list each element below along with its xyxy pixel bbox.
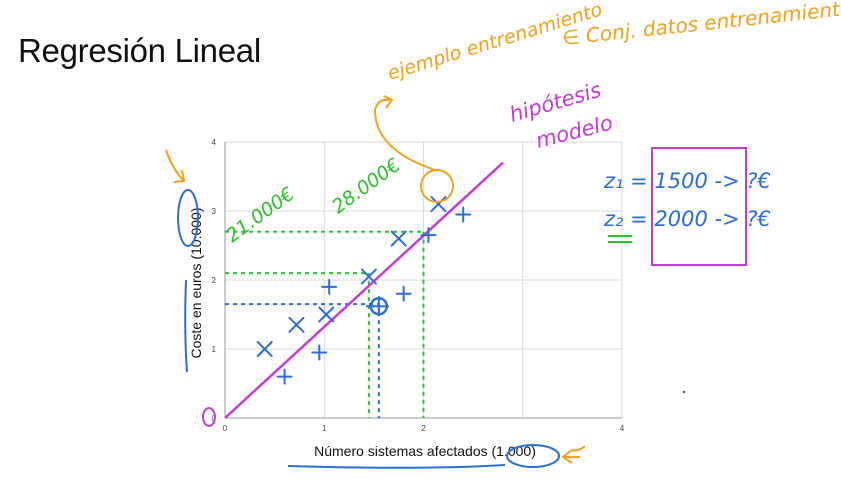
data-point	[288, 316, 305, 333]
regression-line	[224, 161, 504, 419]
y-tick-label: 3	[212, 207, 217, 216]
y-tick-label: 2	[212, 276, 217, 285]
stray-dot	[682, 390, 686, 394]
highlighted-point-circle	[420, 169, 454, 203]
x-axis-label: Número sistemas afectados (1.000)	[314, 443, 536, 459]
x-tick-label: 4	[620, 424, 625, 433]
origin-circle-mark	[202, 407, 216, 427]
data-point	[321, 278, 338, 295]
regression-line-layer	[224, 161, 504, 419]
x-tick-label: 0	[223, 424, 228, 433]
annotation-arrow	[373, 95, 436, 171]
data-point	[420, 227, 437, 244]
y-label-arrow	[165, 149, 186, 183]
data-point	[360, 268, 377, 285]
y-label-underline	[184, 279, 188, 373]
data-point	[276, 368, 293, 385]
y-axis-label: Coste en euros (10.000)	[188, 208, 204, 359]
data-point	[430, 196, 447, 213]
slide-title: Regresión Lineal	[18, 32, 261, 69]
y-tick-label: 1	[212, 345, 217, 354]
z-values-box	[651, 147, 747, 266]
data-point	[256, 341, 273, 357]
y-tick-label: 4	[212, 138, 217, 147]
annotation-z2: z₂ = 2000 -> ?€	[603, 207, 771, 231]
data-points	[256, 196, 472, 385]
data-point	[318, 306, 335, 323]
x-label-arrow	[561, 445, 586, 464]
predicted-point-cross	[365, 296, 389, 317]
x-tick-label: 2	[421, 424, 426, 433]
annotation-price-21000: 21.000€	[222, 183, 299, 247]
z2-underline	[608, 235, 632, 243]
x-label-circle-mark	[506, 444, 560, 468]
x-label-underline	[287, 464, 506, 469]
y-label-circle-mark	[177, 189, 199, 247]
data-point	[390, 230, 407, 247]
annotation-conjunto-datos: ∈ Conj. datos entrenamiento	[561, 0, 841, 50]
x-tick-label: 1	[322, 424, 327, 433]
data-point	[455, 206, 472, 223]
data-point	[395, 285, 412, 302]
data-point	[311, 344, 328, 361]
guide-lines	[225, 230, 425, 418]
annotation-price-28000: 28.000€	[328, 154, 405, 218]
annotation-z1: z₁ = 1500 -> ?€	[603, 169, 771, 193]
